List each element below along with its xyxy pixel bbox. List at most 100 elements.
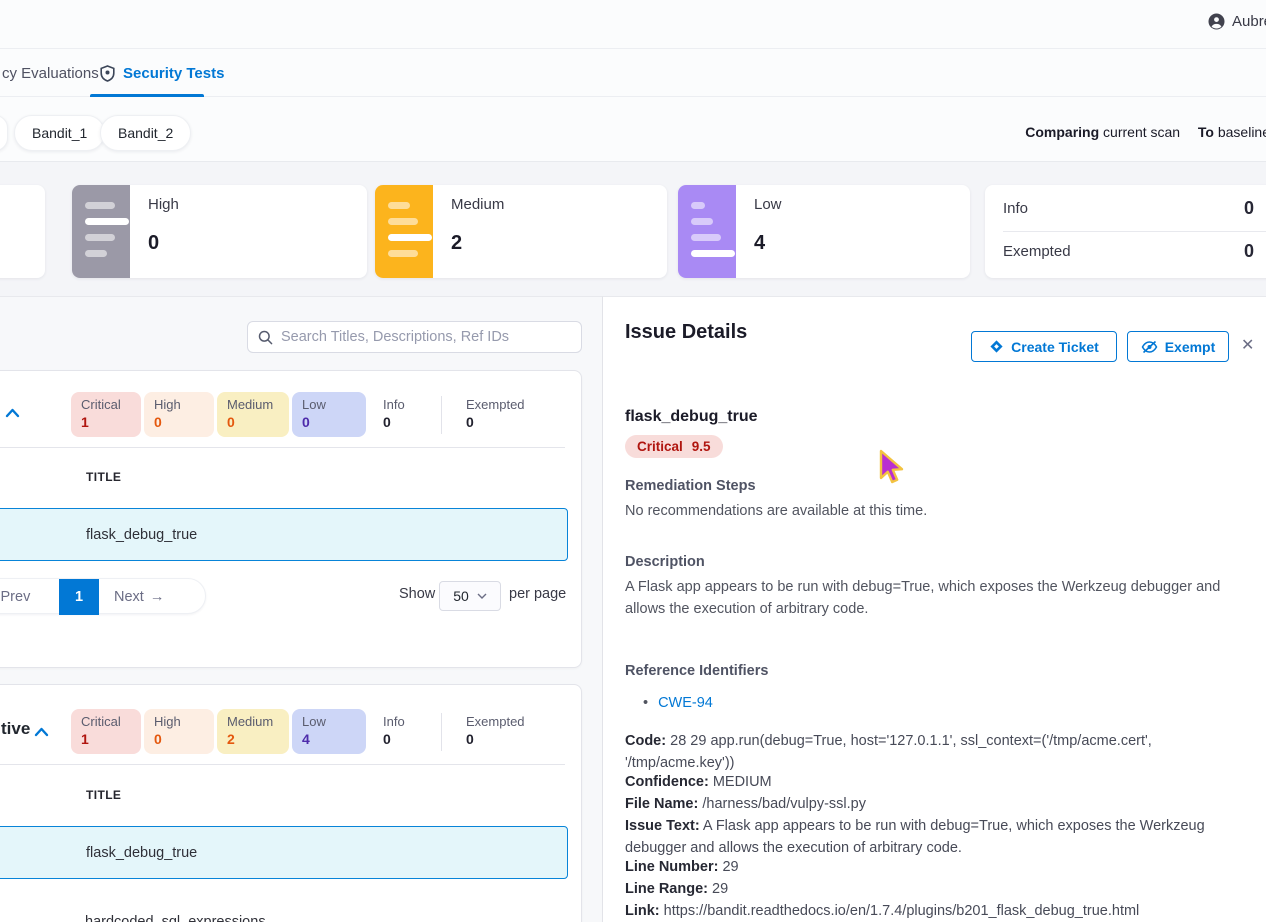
chip-count: 0 [466,731,474,747]
divider [441,396,442,434]
card-label: Low [754,196,782,213]
tab-label: Security Tests [123,64,225,82]
chip-label: Exempted [466,397,525,412]
shield-icon [100,64,115,82]
row-label: Info [1003,200,1029,217]
description-label: Description [625,554,705,570]
row-count: 0 [1243,198,1254,218]
chip-critical[interactable]: Critical 1 [71,392,141,437]
collapse-chevron-up-icon[interactable] [34,727,49,737]
chip-label: Info [383,714,405,729]
issue-search[interactable] [247,321,582,353]
reference-identifiers-label: Reference Identifiers [625,663,769,679]
chip-count: 0 [154,731,162,747]
issue-group-card: Critical 1 High 0 Medium 0 Low 0 Info 0 … [0,370,582,668]
chip-count: 0 [227,414,235,430]
field-code: Code: 28 29 app.run(debug=True, host='12… [625,730,1173,774]
user-menu[interactable]: Aubre [1208,13,1266,30]
search-input[interactable] [281,329,571,345]
button-label: Exempt [1164,338,1216,355]
chip-high[interactable]: High 0 [144,392,214,437]
issue-row-flask-debug-true[interactable]: flask_debug_true [0,508,568,561]
chip-label: Medium [227,397,274,412]
chip-exempted[interactable]: Exempted 0 [456,709,532,754]
eye-off-icon [1141,340,1158,353]
page-size-value: 50 [453,588,469,604]
field-link: Link: https://bandit.readthedocs.io/en/1… [625,900,1247,922]
info-row[interactable]: Info 0 [1003,186,1254,231]
scan-pill-bandit2[interactable]: Bandit_2 [100,115,192,151]
chip-low[interactable]: Low 4 [292,709,366,754]
chip-critical[interactable]: Critical 1 [71,709,141,754]
to-label: To [1197,124,1214,140]
chip-label: High [154,397,181,412]
arrow-right-icon: → [149,589,165,605]
comparing-label: Comparing [1025,124,1100,140]
scan-pill-bandit1[interactable]: Bandit_1 [14,115,106,151]
summary-card-partial[interactable]: d [0,185,45,278]
page-size-select[interactable]: 50 [439,581,501,611]
chip-high[interactable]: High 0 [144,709,214,754]
button-label: Create Ticket [1011,338,1099,355]
summary-card-high[interactable]: High 0 [72,185,367,278]
bullet-icon: • [643,695,649,711]
user-avatar-icon [1208,13,1225,30]
chip-info[interactable]: Info 0 [373,392,433,437]
active-tab-underline [90,94,204,97]
chip-low[interactable]: Low 0 [292,392,366,437]
chip-label: Exempted [466,714,525,729]
field-value: 29 [722,859,739,875]
chip-label: Low [302,397,326,412]
chip-label: Info [383,397,405,412]
row-count: 0 [1243,241,1254,261]
summary-card-info-exempted: Info 0 Exempted 0 [985,185,1266,278]
page-number-button[interactable]: 1 [59,579,99,615]
prev-page-button[interactable]: ← Prev [0,579,31,615]
issue-row-flask-debug-true[interactable]: flask_debug_true [0,826,568,879]
pill-label: Bandit_2 [118,125,174,141]
field-label: File Name: [625,796,699,812]
show-label: Show [399,586,436,602]
severity-badge: Critical 9.5 [625,435,723,458]
tab-security-tests[interactable]: Security Tests [100,49,224,97]
chip-label: Medium [227,714,274,729]
collapse-chevron-up-icon[interactable] [5,408,20,418]
pagination: ← Prev 1 Next → [0,578,206,615]
chip-medium[interactable]: Medium 2 [217,709,289,754]
exempted-row[interactable]: Exempted 0 [1003,229,1254,274]
tab-policy-evaluations[interactable]: cy Evaluations [2,49,99,97]
chip-medium[interactable]: Medium 0 [217,392,289,437]
chip-label: Critical [81,397,121,412]
comparing-value: current scan [1103,124,1181,140]
prev-label: Prev [0,589,31,605]
create-ticket-button[interactable]: Create Ticket [971,331,1117,362]
severity-score: 9.5 [691,439,711,454]
remediation-steps-label: Remediation Steps [625,478,756,494]
cwe-link[interactable]: CWE-94 [658,695,713,711]
exempt-button[interactable]: Exempt [1127,331,1229,362]
column-header-title: TITLE [86,470,122,484]
field-label: Link: [625,903,660,919]
chip-count: 0 [383,414,391,430]
summary-card-low[interactable]: Low 4 [678,185,970,278]
card-count: 2 [451,232,463,254]
field-label: Confidence: [625,774,709,790]
tab-bar: cy Evaluations Security Tests [0,49,1266,97]
top-header-bar: Aubre [0,0,1266,49]
divider [0,764,565,765]
summary-card-medium[interactable]: Medium 2 [375,185,667,278]
card-count: 4 [754,232,766,254]
scan-toolbar: Bandit_1 Bandit_2 Comparing current scan… [0,97,1266,162]
chip-label: High [154,714,181,729]
close-icon[interactable]: ✕ [1241,337,1255,354]
issue-row-hardcoded-sql-expressions[interactable]: hardcoded_sql_expressions [0,895,568,922]
scan-pill-partial[interactable] [0,115,8,151]
field-file-name: File Name: /harness/bad/vulpy-ssl.py [625,793,1247,815]
chip-info[interactable]: Info 0 [373,709,433,754]
severity-level-icon [375,185,433,278]
group-title-partial: tive [1,719,31,738]
issue-title: flask_debug_true [86,526,198,543]
issue-title: flask_debug_true [625,408,758,425]
chip-exempted[interactable]: Exempted 0 [456,392,532,437]
next-page-button[interactable]: Next → [114,579,164,615]
